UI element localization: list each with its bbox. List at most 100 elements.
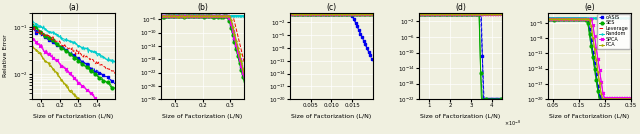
Random xyxy=(611,18,618,19)
Title: (b): (b) xyxy=(197,3,208,12)
SPCA xyxy=(584,18,592,20)
Random xyxy=(563,18,570,19)
Random xyxy=(602,17,610,19)
Leverage xyxy=(614,18,622,20)
Leverage xyxy=(595,18,603,19)
Random xyxy=(552,17,560,19)
SES xyxy=(602,100,610,102)
Random xyxy=(618,17,625,19)
SES xyxy=(626,100,634,102)
SPCA xyxy=(571,18,579,20)
Random xyxy=(588,17,595,19)
Random xyxy=(604,17,612,19)
SES xyxy=(552,18,560,20)
SES xyxy=(586,34,593,35)
oASIS xyxy=(593,74,600,75)
SPCA xyxy=(612,97,620,98)
oASIS xyxy=(621,98,628,100)
SES xyxy=(547,19,555,20)
SPCA xyxy=(599,92,607,94)
oASIS xyxy=(609,98,617,100)
PCA xyxy=(606,98,614,100)
Random xyxy=(556,17,563,19)
oASIS xyxy=(556,18,563,20)
SPCA xyxy=(623,97,630,98)
SES xyxy=(609,100,617,101)
Random xyxy=(580,17,588,19)
Leverage xyxy=(544,18,552,20)
PCA xyxy=(604,98,612,100)
oASIS xyxy=(589,51,596,53)
SPCA xyxy=(619,97,627,98)
PCA xyxy=(579,18,587,20)
oASIS xyxy=(597,98,605,100)
SES xyxy=(593,79,600,81)
Leverage xyxy=(593,18,601,20)
Random xyxy=(575,17,583,19)
SES xyxy=(544,19,552,20)
SES xyxy=(599,100,607,102)
SPCA xyxy=(569,18,577,20)
Random xyxy=(571,17,579,19)
SES xyxy=(614,100,622,102)
SPCA xyxy=(564,18,572,20)
SES xyxy=(545,18,553,20)
X-axis label: Size of Factorization (L/N): Size of Factorization (L/N) xyxy=(549,114,630,119)
PCA xyxy=(597,94,605,95)
Random xyxy=(619,17,627,19)
SES xyxy=(611,100,618,102)
Random xyxy=(545,17,553,19)
Line: Leverage: Leverage xyxy=(548,18,631,19)
Leverage xyxy=(600,18,607,20)
oASIS xyxy=(624,99,632,100)
SPCA xyxy=(609,97,617,99)
SPCA xyxy=(577,18,585,20)
Y-axis label: Relative Error: Relative Error xyxy=(3,35,8,77)
Random xyxy=(607,17,615,19)
oASIS xyxy=(594,85,602,87)
PCA xyxy=(609,98,617,100)
Random xyxy=(614,17,622,19)
SPCA xyxy=(580,18,588,20)
SES xyxy=(561,19,568,20)
PCA xyxy=(584,18,592,20)
Random xyxy=(582,17,590,19)
oASIS xyxy=(601,98,609,100)
Random xyxy=(566,17,573,19)
Leverage xyxy=(620,18,628,20)
SES xyxy=(584,23,592,24)
oASIS xyxy=(554,18,561,20)
oASIS xyxy=(588,39,595,41)
PCA xyxy=(572,18,580,20)
SES xyxy=(601,100,609,102)
SES xyxy=(549,19,557,20)
SES xyxy=(591,68,598,69)
SES xyxy=(575,18,583,20)
SPCA xyxy=(579,18,587,20)
PCA xyxy=(588,26,595,27)
SPCA xyxy=(593,47,600,49)
SES xyxy=(606,100,614,102)
SES xyxy=(596,99,604,101)
oASIS xyxy=(561,18,568,20)
Random xyxy=(596,17,604,19)
oASIS xyxy=(566,18,573,20)
PCA xyxy=(594,71,602,73)
oASIS xyxy=(623,98,630,100)
oASIS xyxy=(564,18,572,20)
Random xyxy=(569,17,577,19)
SES xyxy=(616,100,623,102)
oASIS xyxy=(559,18,566,20)
SES xyxy=(572,19,580,20)
Line: Random: Random xyxy=(547,17,631,20)
Line: SPCA: SPCA xyxy=(547,17,631,99)
PCA xyxy=(561,18,568,20)
Random xyxy=(623,17,630,19)
Random xyxy=(606,17,614,19)
SES xyxy=(554,19,561,20)
Leverage xyxy=(603,18,611,19)
SPCA xyxy=(618,97,625,98)
SPCA xyxy=(586,18,593,20)
SPCA xyxy=(626,97,634,98)
PCA xyxy=(580,18,588,20)
